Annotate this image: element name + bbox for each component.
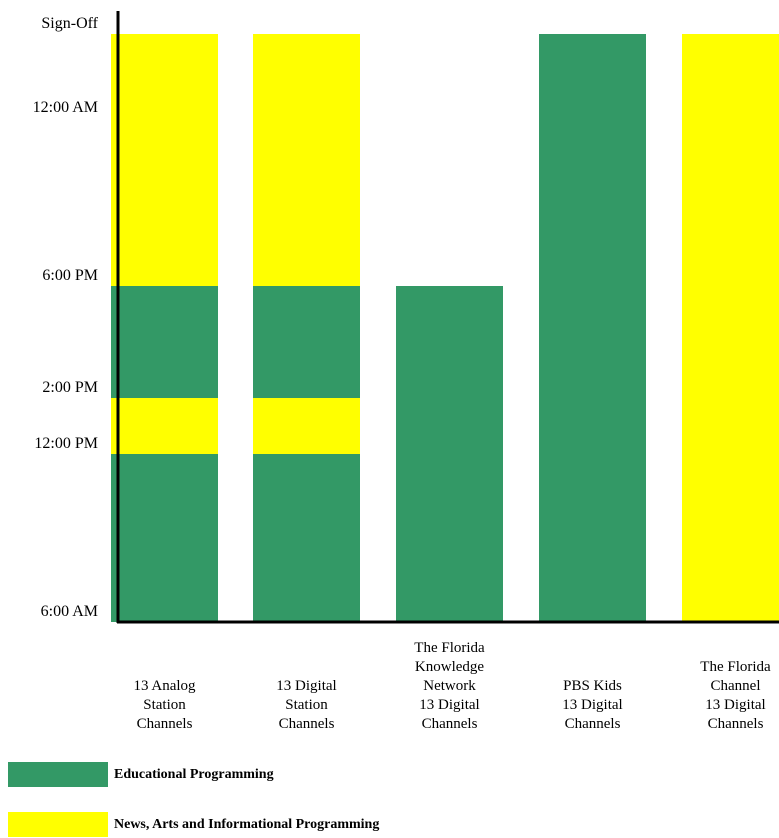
bar-segment-2-1 <box>253 454 360 622</box>
y-axis-ticks: 6:00 AM 12:00 PM 2:00 PM 6:00 PM 12:00 AM Sig… <box>33 15 99 620</box>
legend-item-news: News, Arts and Informational Programming <box>8 812 379 837</box>
y-tick-label: 6:00 PM <box>42 267 98 284</box>
x-category-label-line: Knowledge <box>415 659 484 675</box>
x-category-label-line: 13 Digital <box>419 697 479 713</box>
x-category-label-line: The Florida <box>700 659 771 675</box>
x-category-label-line: 13 Analog <box>133 678 196 694</box>
x-category-label-line: Channel <box>711 678 761 694</box>
x-category-label-line: Network <box>423 678 476 694</box>
x-category-label-line: PBS Kids <box>563 678 622 694</box>
bars-group <box>111 34 779 622</box>
x-category-label-line: Channels <box>565 716 621 732</box>
bar-segment-1-1 <box>111 454 218 622</box>
x-category-label-line: 13 Digital <box>705 697 765 713</box>
x-category-label-line: Channels <box>422 716 478 732</box>
bar-segment-4-1 <box>539 34 646 622</box>
legend-label-news: News, Arts and Informational Programming <box>114 816 380 832</box>
legend-label-educational: Educational Programming <box>114 766 274 782</box>
schedule-chart: 6:00 AM 12:00 PM 2:00 PM 6:00 PM 12:00 AM Sig… <box>33 11 779 732</box>
x-category-label-line: 13 Digital <box>562 697 622 713</box>
legend-item-educational: Educational Programming <box>8 762 274 787</box>
x-category-label-line: Channels <box>137 716 193 732</box>
x-category-label-line: 13 Digital <box>276 678 336 694</box>
y-tick-label: 2:00 PM <box>42 379 98 396</box>
x-axis-labels: 13 Analog Station Channels 13 Digital Statio… <box>133 640 771 732</box>
x-category-label-line: Station <box>285 697 328 713</box>
bar-segment-1-3 <box>111 286 218 398</box>
bar-segment-1-4 <box>111 34 218 286</box>
y-tick-label: Sign-Off <box>41 15 98 32</box>
bar-segment-1-2 <box>111 398 218 454</box>
x-category-label-line: Station <box>143 697 186 713</box>
y-tick-label: 6:00 AM <box>41 603 98 620</box>
bar-segment-3-1 <box>396 286 503 622</box>
y-tick-label: 12:00 PM <box>34 435 98 452</box>
bar-segment-2-2 <box>253 398 360 454</box>
x-category-label-line: Channels <box>708 716 764 732</box>
x-category-label-line: The Florida <box>414 640 485 656</box>
bar-segment-5-1 <box>682 34 779 622</box>
legend-swatch-educational <box>8 762 108 787</box>
legend-swatch-news <box>8 812 108 837</box>
bar-segment-2-4 <box>253 34 360 286</box>
y-tick-label: 12:00 AM <box>33 99 98 116</box>
x-category-label-line: Channels <box>279 716 335 732</box>
bar-segment-2-3 <box>253 286 360 398</box>
